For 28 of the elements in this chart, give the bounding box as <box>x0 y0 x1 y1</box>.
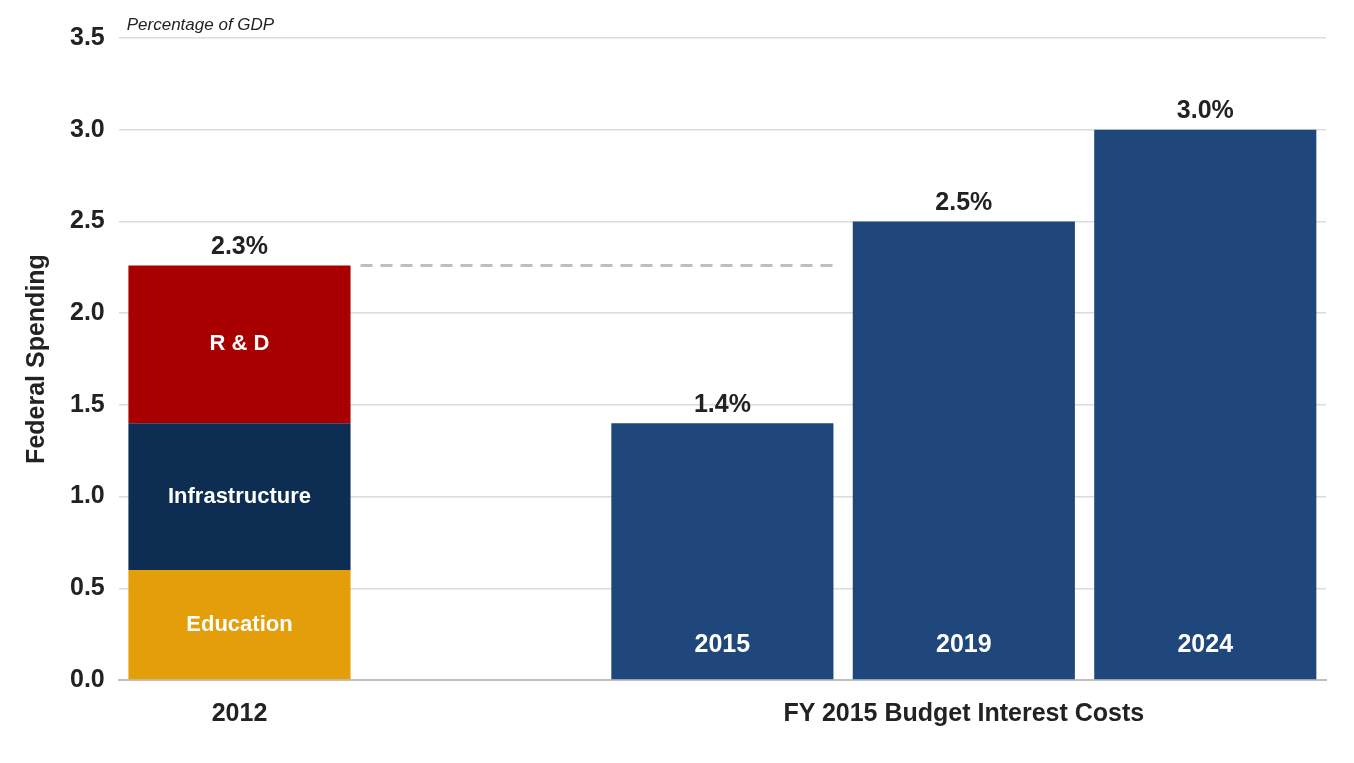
series-label: Education <box>186 610 293 636</box>
y-axis-title: Federal Spending <box>20 254 49 464</box>
y-tick-label: 2.5 <box>69 205 105 234</box>
bar <box>852 221 1075 680</box>
y-tick-label: 0.0 <box>69 663 105 692</box>
series-label: R & D <box>209 330 270 356</box>
bar <box>128 265 351 424</box>
x-tick-label: 2012 <box>211 698 268 727</box>
total-label: 2.5% <box>935 186 993 215</box>
total-label: 3.0% <box>1176 95 1234 124</box>
y-tick-label: 3.5 <box>69 21 105 50</box>
y-tick-label: 1.0 <box>69 480 105 509</box>
y-tick-label: 3.0 <box>69 113 105 142</box>
x-tick-label: 2024 <box>1177 629 1234 658</box>
x-tick-label: 2015 <box>694 629 751 658</box>
series-label: Infrastructure <box>167 482 311 508</box>
total-label: 2.3% <box>210 230 268 259</box>
bar <box>1094 129 1317 680</box>
bar <box>128 423 351 570</box>
bar <box>128 569 351 680</box>
total-label: 1.4% <box>693 388 751 417</box>
y-tick-label: 2.0 <box>69 297 105 326</box>
y-tick-label: 1.5 <box>69 388 105 417</box>
chart-subtitle: Percentage of GDP <box>126 15 275 35</box>
bar <box>611 423 834 680</box>
x-tick-label: 2019 <box>936 629 992 658</box>
y-tick-label: 0.5 <box>69 572 105 601</box>
text: FY 2015 Budget Interest Costs <box>783 698 1145 727</box>
